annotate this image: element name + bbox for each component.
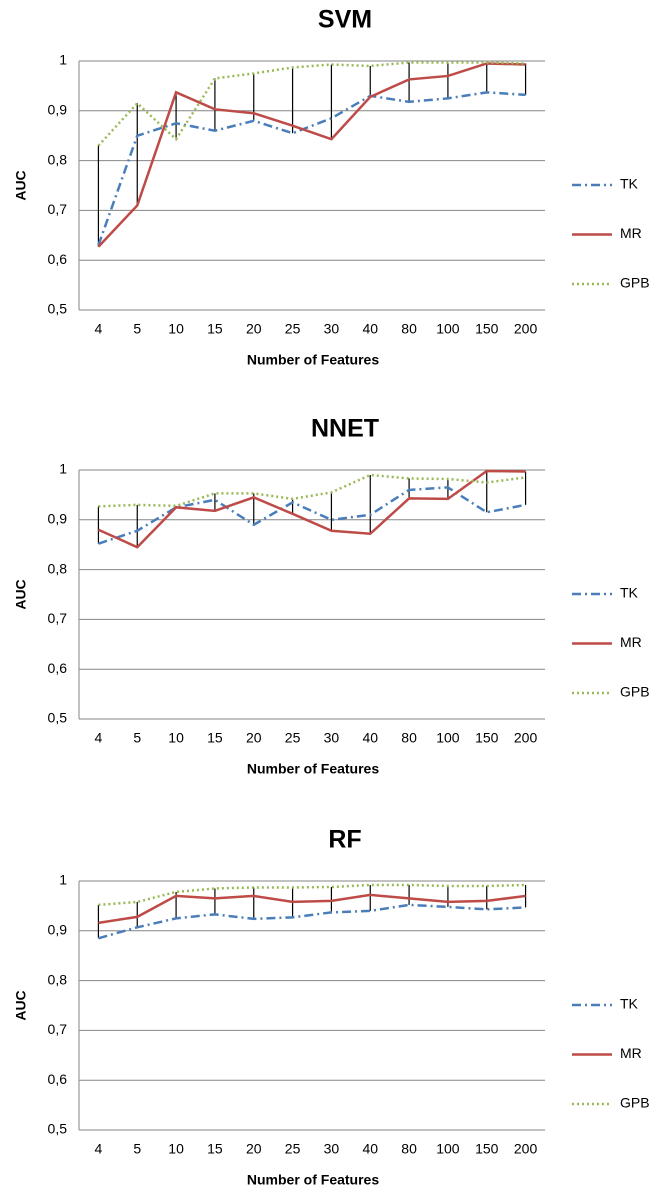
y-axis-title: AUC xyxy=(13,579,29,609)
legend-label: TK xyxy=(620,585,639,601)
x-tick-label: 4 xyxy=(95,321,103,337)
x-tick-label: 5 xyxy=(133,321,141,337)
x-tick-label: 25 xyxy=(285,730,301,746)
y-tick-label: 0,5 xyxy=(48,710,68,726)
x-tick-label: 200 xyxy=(514,1141,538,1157)
x-tick-label: 10 xyxy=(168,730,184,746)
x-tick-label: 10 xyxy=(168,1141,184,1157)
y-tick-label: 0,7 xyxy=(48,610,68,626)
series-line xyxy=(97,469,526,549)
x-tick-label: 150 xyxy=(475,1141,499,1157)
x-tick-label: 30 xyxy=(324,321,340,337)
legend-label: GPB xyxy=(620,275,650,291)
x-tick-label: 15 xyxy=(207,1141,223,1157)
y-tick-label: 0,7 xyxy=(48,201,68,217)
x-tick-label: 80 xyxy=(401,1141,417,1157)
y-tick-label: 0,5 xyxy=(48,1121,68,1137)
x-tick-label: 150 xyxy=(475,730,499,746)
x-tick-label: 200 xyxy=(514,730,538,746)
y-tick-label: 1 xyxy=(59,872,67,888)
x-tick-label: 5 xyxy=(133,730,141,746)
x-tick-label: 30 xyxy=(324,730,340,746)
y-tick-label: 0,9 xyxy=(48,511,68,527)
x-axis-title: Number of Features xyxy=(247,1172,379,1188)
x-tick-label: 40 xyxy=(362,321,378,337)
chart-panel: SVM 0,5 0,6 0,7 0,8 0,9 1 4 5 10 15 20 25 30 40 80 100 15… xyxy=(13,6,650,368)
series-line xyxy=(98,893,526,925)
x-tick-label: 20 xyxy=(246,730,262,746)
chart-panel: RF 0,5 0,6 0,7 0,8 0,9 1 4 5 10 15 20 25 30 40 80 100 150… xyxy=(13,826,650,1188)
x-tick-label: 40 xyxy=(362,730,378,746)
x-tick-label: 4 xyxy=(95,1141,103,1157)
y-tick-label: 1 xyxy=(59,52,67,68)
series-line xyxy=(98,883,526,907)
y-tick-label: 0,7 xyxy=(48,1021,68,1037)
chart-panel: NNET 0,5 0,6 0,7 0,8 0,9 1 4 5 10 15 20 25 30 40 80 100 1… xyxy=(13,415,650,777)
series-line xyxy=(98,486,526,545)
y-tick-label: 0,6 xyxy=(48,1071,68,1087)
x-tick-label: 30 xyxy=(324,1141,340,1157)
x-tick-label: 100 xyxy=(436,730,460,746)
legend-label: TK xyxy=(620,996,639,1012)
y-tick-label: 0,8 xyxy=(48,971,68,987)
chart-title: RF xyxy=(328,826,361,854)
legend-label: GPB xyxy=(620,684,650,700)
chart-title: NNET xyxy=(311,415,379,443)
x-tick-label: 200 xyxy=(514,321,538,337)
x-axis-title: Number of Features xyxy=(247,761,379,777)
series-line xyxy=(98,903,526,940)
x-tick-label: 25 xyxy=(285,321,301,337)
x-tick-label: 100 xyxy=(436,321,460,337)
x-tick-label: 10 xyxy=(168,321,184,337)
y-axis-title: AUC xyxy=(13,170,29,200)
x-tick-label: 80 xyxy=(401,321,417,337)
y-axis-title: AUC xyxy=(13,990,29,1020)
series-line xyxy=(97,91,526,246)
x-tick-label: 15 xyxy=(207,321,223,337)
legend-label: MR xyxy=(620,1045,642,1061)
x-tick-label: 20 xyxy=(246,321,262,337)
y-tick-label: 0,8 xyxy=(48,560,68,576)
series-line xyxy=(97,61,526,147)
x-axis-title: Number of Features xyxy=(247,352,379,368)
x-tick-label: 25 xyxy=(285,1141,301,1157)
y-tick-label: 0,9 xyxy=(48,102,68,118)
x-tick-label: 5 xyxy=(133,1141,141,1157)
series-line xyxy=(98,473,526,508)
legend-label: GPB xyxy=(620,1095,650,1111)
legend-label: MR xyxy=(620,225,642,241)
legend-label: TK xyxy=(620,176,639,192)
y-tick-label: 1 xyxy=(59,461,67,477)
chart-title: SVM xyxy=(318,6,372,34)
y-tick-label: 0,8 xyxy=(48,151,68,167)
x-tick-label: 15 xyxy=(207,730,223,746)
legend-label: MR xyxy=(620,634,642,650)
x-tick-label: 4 xyxy=(95,730,103,746)
y-tick-label: 0,5 xyxy=(48,301,68,317)
x-tick-label: 100 xyxy=(436,1141,460,1157)
y-tick-label: 0,9 xyxy=(48,922,68,938)
x-tick-label: 80 xyxy=(401,730,417,746)
x-tick-label: 40 xyxy=(362,1141,378,1157)
y-tick-label: 0,6 xyxy=(48,660,68,676)
series-line xyxy=(97,62,526,248)
x-tick-label: 20 xyxy=(246,1141,262,1157)
y-tick-label: 0,6 xyxy=(48,251,68,267)
x-tick-label: 150 xyxy=(475,321,499,337)
